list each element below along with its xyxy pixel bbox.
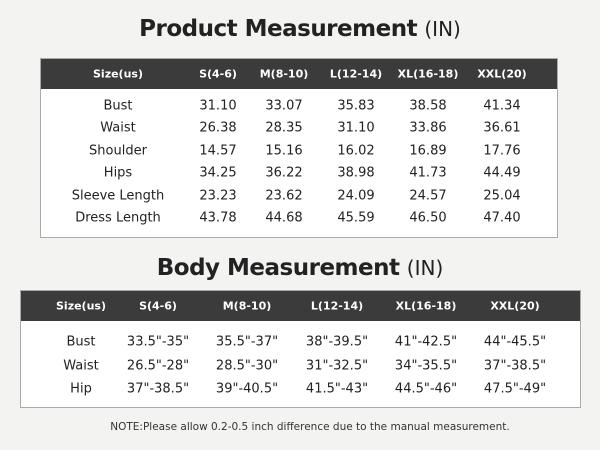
header-cell: S(4-6): [199, 67, 237, 81]
value-cell: 31"-32.5": [305, 358, 369, 373]
row-label: Hips: [103, 165, 133, 181]
value-cell: 23.23: [199, 188, 237, 204]
value-cell: 34.25: [199, 165, 237, 181]
value-cell: 34"-35.5": [394, 358, 458, 373]
header-cell: M(8-10): [259, 67, 309, 81]
value-cell: 47.40: [483, 210, 521, 226]
value-cell: 33.5"-35": [126, 334, 190, 350]
value-cell: 37"-38.5": [483, 358, 547, 373]
value-cell: 41.73: [409, 165, 447, 181]
value-cell: 38"-39.5": [305, 334, 369, 350]
body-table: Size(us) S(4-6) M(8-10) L(12-14) XL(16-18) XX…: [20, 290, 581, 408]
value-cell: 24.09: [337, 188, 375, 204]
row-label: Sleeve Length: [71, 188, 165, 204]
header-cell: S(4-6): [139, 299, 177, 313]
row-label: Waist: [100, 120, 136, 136]
value-cell: 45.59: [337, 210, 375, 226]
header-cell: Size(us): [93, 67, 143, 81]
title-unit: (IN): [406, 256, 444, 280]
header-cell: L(12-14): [329, 67, 383, 81]
value-cell: 15.16: [265, 143, 303, 159]
header-cell: L(12-14): [310, 299, 364, 313]
row-label: Bust: [66, 334, 96, 350]
row-label: Waist: [63, 358, 99, 373]
value-cell: 33.07: [265, 98, 303, 114]
value-cell: 44.5"-46": [394, 381, 458, 397]
value-cell: 26.38: [199, 120, 237, 136]
value-cell: 35.83: [337, 98, 375, 114]
value-cell: 41"-42.5": [394, 334, 458, 350]
header-cell: XXL(20): [477, 67, 527, 81]
value-cell: 47.5"-49": [483, 381, 547, 397]
value-cell: 41.34: [483, 98, 521, 114]
value-cell: 23.62: [265, 188, 303, 204]
title-text: Product Measurement: [139, 16, 418, 42]
value-cell: 16.02: [337, 143, 375, 159]
product-title: Product Measurement (IN): [0, 16, 600, 42]
value-cell: 38.98: [337, 165, 375, 181]
value-cell: 26.5"-28": [126, 358, 190, 373]
product-table: Size(us) S(4-6) M(8-10) L(12-14) XL(16-18) XX…: [40, 58, 558, 238]
value-cell: 44.68: [265, 210, 303, 226]
value-cell: 43.78: [199, 210, 237, 226]
header-cell: XXL(20): [490, 299, 540, 313]
row-label: Shoulder: [89, 143, 147, 159]
value-cell: 28.5"-30": [215, 358, 279, 373]
value-cell: 36.22: [265, 165, 303, 181]
header-cell: M(8-10): [222, 299, 272, 313]
value-cell: 31.10: [199, 98, 237, 114]
header-cell: XL(16-18): [395, 299, 457, 313]
value-cell: 37"-38.5": [126, 381, 190, 397]
title-text: Body Measurement: [156, 255, 400, 281]
value-cell: 35.5"-37": [215, 334, 279, 350]
value-cell: 36.61: [483, 120, 521, 136]
title-unit: (IN): [424, 17, 461, 41]
header-cell: XL(16-18): [397, 67, 459, 81]
value-cell: 44"-45.5": [483, 334, 547, 350]
header-cell: Size(us): [56, 299, 106, 313]
table-header: [41, 59, 557, 89]
value-cell: 44.49: [483, 165, 521, 181]
value-cell: 14.57: [199, 143, 237, 159]
note: NOTE:Please allow 0.2-0.5 inch differenc…: [110, 421, 510, 433]
value-cell: 39"-40.5": [215, 381, 279, 397]
value-cell: 28.35: [265, 120, 303, 136]
value-cell: 41.5"-43": [305, 381, 369, 397]
value-cell: 46.50: [409, 210, 447, 226]
value-cell: 25.04: [483, 188, 521, 204]
value-cell: 24.57: [409, 188, 447, 204]
value-cell: 16.89: [409, 143, 447, 159]
value-cell: 33.86: [409, 120, 447, 136]
body-title: Body Measurement (IN): [0, 255, 600, 281]
row-label: Bust: [103, 98, 133, 114]
value-cell: 38.58: [409, 98, 447, 114]
table-header: [21, 291, 580, 321]
row-label: Dress Length: [75, 210, 161, 226]
value-cell: 17.76: [483, 143, 521, 159]
value-cell: 31.10: [337, 120, 375, 136]
row-label: Hip: [70, 381, 92, 397]
